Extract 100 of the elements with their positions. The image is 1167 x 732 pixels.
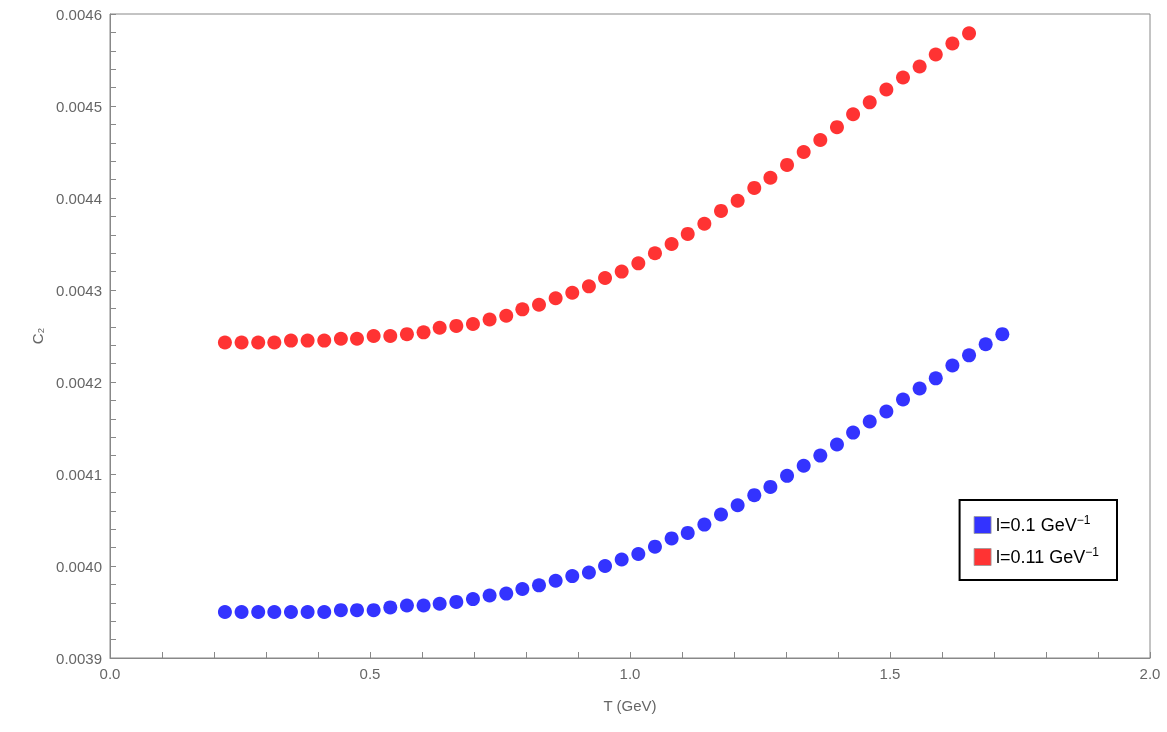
point xyxy=(598,271,613,286)
point xyxy=(796,458,811,473)
point xyxy=(432,596,447,611)
point xyxy=(747,180,762,195)
point xyxy=(383,600,398,615)
point xyxy=(532,578,546,593)
point xyxy=(879,82,894,97)
point xyxy=(928,47,943,62)
point xyxy=(714,203,728,218)
y-tick-label: 0.0040 xyxy=(56,557,102,575)
point xyxy=(515,302,530,317)
point xyxy=(829,120,844,135)
point xyxy=(251,335,266,350)
point xyxy=(631,547,646,562)
point xyxy=(730,498,745,513)
point xyxy=(482,312,497,327)
point xyxy=(928,371,943,386)
point xyxy=(234,335,249,350)
x-tick-label: 0.5 xyxy=(359,665,381,682)
point xyxy=(548,573,563,588)
point xyxy=(614,264,629,279)
point xyxy=(813,448,828,463)
point xyxy=(598,559,613,573)
x-tick-label: 1.0 xyxy=(619,665,641,682)
point xyxy=(465,592,480,607)
point xyxy=(449,318,464,333)
point xyxy=(333,603,348,618)
point xyxy=(267,605,282,619)
point xyxy=(614,552,629,567)
point xyxy=(680,226,695,241)
point xyxy=(432,320,447,335)
x-tick-label: 0.0 xyxy=(99,665,121,682)
point xyxy=(962,348,977,363)
point xyxy=(283,605,298,619)
point xyxy=(317,605,332,619)
point xyxy=(581,279,596,294)
point xyxy=(862,414,877,429)
point xyxy=(366,603,381,618)
point xyxy=(780,157,795,172)
x-tick-label: 2.0 xyxy=(1139,665,1161,682)
point xyxy=(350,331,364,346)
point xyxy=(217,335,232,350)
point xyxy=(631,256,646,271)
x-tick-label: 1.5 xyxy=(879,665,901,682)
point xyxy=(995,327,1010,342)
point xyxy=(945,358,960,373)
y-tick-label: 0.0044 xyxy=(56,189,102,207)
point xyxy=(829,437,844,452)
point xyxy=(664,237,679,251)
point xyxy=(581,565,596,580)
point xyxy=(399,598,414,613)
point xyxy=(647,539,662,554)
point xyxy=(680,525,695,540)
y-tick-label: 0.0046 xyxy=(56,5,102,23)
point xyxy=(862,95,877,110)
point xyxy=(350,603,364,618)
point xyxy=(300,605,315,619)
point xyxy=(912,59,927,74)
point xyxy=(333,331,348,346)
point xyxy=(515,582,530,596)
point xyxy=(962,26,977,41)
point xyxy=(763,170,778,185)
point xyxy=(813,133,828,148)
point xyxy=(896,70,910,85)
point xyxy=(730,193,745,208)
point xyxy=(283,333,298,348)
point xyxy=(647,246,662,261)
point xyxy=(449,594,464,609)
point xyxy=(697,517,712,532)
y-tick-label: 0.0039 xyxy=(56,649,102,667)
point xyxy=(912,381,927,396)
point xyxy=(499,308,514,323)
point xyxy=(234,605,249,619)
point xyxy=(978,337,993,352)
point xyxy=(317,333,332,348)
y-tick-label: 0.0045 xyxy=(56,97,102,115)
point xyxy=(565,569,580,584)
point xyxy=(697,216,712,231)
point xyxy=(796,145,811,159)
y-axis-title: C₂ xyxy=(29,327,47,345)
point xyxy=(482,588,497,603)
point xyxy=(896,392,910,407)
point xyxy=(565,285,580,300)
point xyxy=(383,329,398,343)
point xyxy=(217,605,232,619)
point xyxy=(846,425,861,440)
point xyxy=(267,335,282,350)
point xyxy=(714,507,728,522)
point xyxy=(399,327,414,342)
point xyxy=(366,329,381,343)
point xyxy=(747,488,762,503)
point xyxy=(548,291,563,306)
point xyxy=(664,531,679,546)
point xyxy=(945,36,960,51)
point xyxy=(763,479,778,494)
point xyxy=(499,586,514,601)
point xyxy=(879,404,894,419)
point xyxy=(532,297,546,312)
point xyxy=(416,598,431,613)
x-axis-title: T (GeV) xyxy=(603,697,657,714)
